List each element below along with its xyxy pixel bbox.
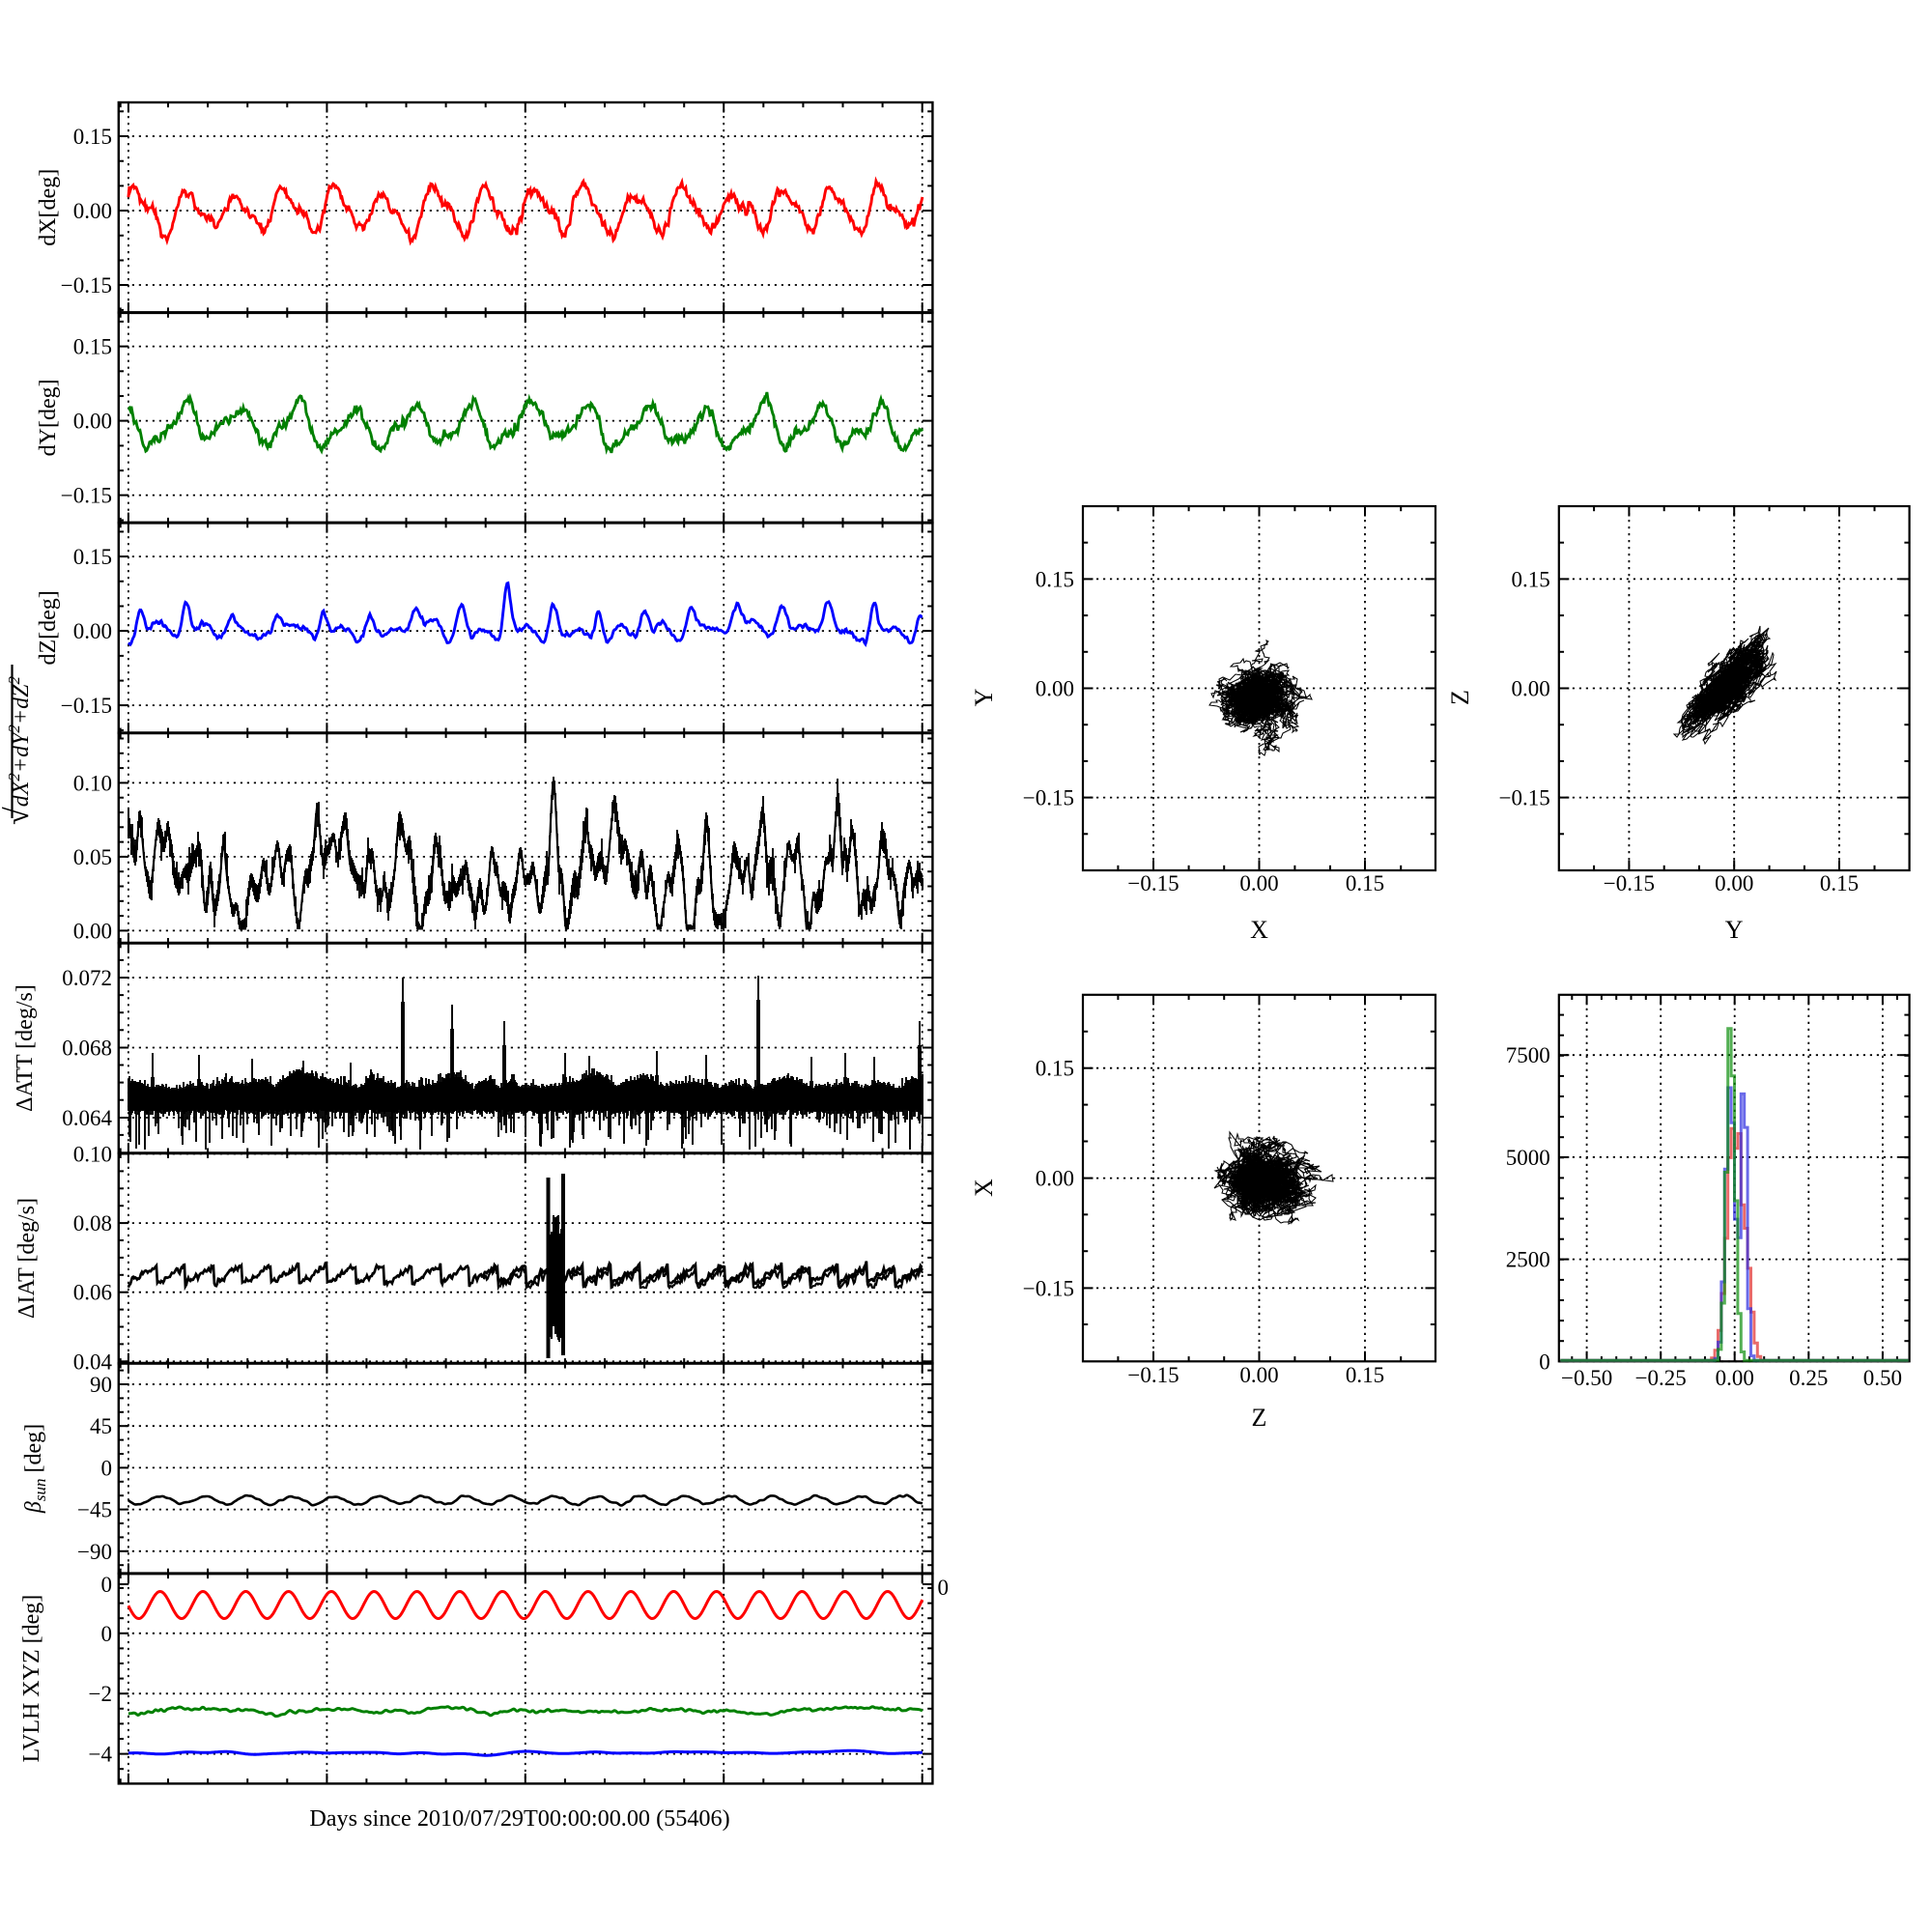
svg-text:−0.15: −0.15: [1127, 1363, 1179, 1387]
svg-text:0.15: 0.15: [1346, 1363, 1384, 1387]
svg-text:dZ[deg]: dZ[deg]: [36, 590, 61, 665]
svg-text:0.06: 0.06: [73, 1281, 112, 1305]
svg-text:0.00: 0.00: [73, 619, 112, 643]
svg-text:0.072: 0.072: [62, 966, 112, 990]
svg-text:−0.15: −0.15: [1023, 1276, 1074, 1300]
svg-text:0.064: 0.064: [62, 1106, 112, 1130]
svg-text:−0.15: −0.15: [61, 484, 112, 508]
svg-text:0.15: 0.15: [73, 545, 112, 569]
svg-text:0.25: 0.25: [1789, 1366, 1828, 1390]
svg-text:dY[deg]: dY[deg]: [36, 379, 61, 456]
svg-text:0.04: 0.04: [73, 1350, 113, 1374]
svg-text:βsun [deg]: βsun [deg]: [21, 1424, 49, 1514]
svg-text:90: 90: [90, 1373, 112, 1397]
svg-text:0.00: 0.00: [1036, 1167, 1074, 1191]
svg-text:−0.15: −0.15: [1499, 786, 1550, 810]
svg-text:7500: 7500: [1506, 1043, 1550, 1067]
svg-text:0.00: 0.00: [1716, 1366, 1754, 1390]
svg-text:0.10: 0.10: [73, 771, 112, 795]
svg-text:ΔATT [deg/s]: ΔATT [deg/s]: [13, 984, 38, 1112]
svg-text:0.15: 0.15: [1036, 1057, 1074, 1081]
svg-text:0.00: 0.00: [1239, 1363, 1278, 1387]
svg-text:−45: −45: [77, 1498, 112, 1522]
svg-text:X: X: [970, 1179, 998, 1197]
svg-text:−90: −90: [77, 1540, 112, 1564]
svg-text:5000: 5000: [1506, 1146, 1550, 1170]
svg-text:0.068: 0.068: [62, 1037, 112, 1061]
svg-text:−0.15: −0.15: [61, 273, 112, 298]
svg-text:Y: Y: [970, 688, 998, 706]
svg-text:0.15: 0.15: [73, 125, 112, 149]
svg-text:0: 0: [938, 1576, 950, 1600]
svg-text:0: 0: [101, 1622, 113, 1646]
svg-text:0.10: 0.10: [73, 1143, 112, 1167]
svg-text:dX[deg]: dX[deg]: [36, 169, 61, 246]
svg-text:ΔIAT [deg/s]: ΔIAT [deg/s]: [14, 1198, 40, 1319]
svg-text:−0.15: −0.15: [1604, 871, 1655, 895]
svg-text:−4: −4: [89, 1743, 113, 1767]
svg-text:LVLH XYZ [deg]: LVLH XYZ [deg]: [19, 1595, 44, 1763]
svg-text:0.00: 0.00: [1512, 677, 1550, 701]
svg-text:0.15: 0.15: [1820, 871, 1859, 895]
svg-text:0.05: 0.05: [73, 845, 112, 869]
svg-text:0: 0: [101, 1573, 113, 1597]
svg-text:−0.25: −0.25: [1635, 1366, 1687, 1390]
svg-text:0.00: 0.00: [1036, 677, 1074, 701]
svg-text:0.15: 0.15: [1512, 567, 1550, 591]
svg-text:45: 45: [90, 1414, 112, 1438]
svg-text:−0.50: −0.50: [1561, 1366, 1612, 1390]
svg-text:−0.15: −0.15: [61, 694, 112, 718]
svg-text:0.15: 0.15: [1036, 567, 1074, 591]
svg-text:0.50: 0.50: [1863, 1366, 1902, 1390]
svg-text:Z: Z: [1252, 1404, 1267, 1432]
svg-text:0.00: 0.00: [1715, 871, 1753, 895]
svg-text:0.00: 0.00: [73, 410, 112, 434]
svg-text:0.00: 0.00: [73, 919, 112, 943]
svg-text:Z: Z: [1446, 690, 1474, 705]
svg-text:Days since 2010/07/29T00:00:00: Days since 2010/07/29T00:00:00.00 (55406…: [309, 1805, 729, 1832]
svg-text:2500: 2500: [1506, 1248, 1550, 1272]
svg-text:0: 0: [101, 1456, 113, 1480]
svg-text:0.00: 0.00: [73, 199, 112, 223]
svg-text:−0.15: −0.15: [1127, 871, 1179, 895]
svg-text:Y: Y: [1725, 916, 1744, 944]
svg-text:0.15: 0.15: [1346, 871, 1384, 895]
svg-text:0: 0: [1539, 1350, 1550, 1374]
svg-text:X: X: [1250, 916, 1268, 944]
svg-text:−0.15: −0.15: [1023, 786, 1074, 810]
svg-text:0.08: 0.08: [73, 1211, 112, 1236]
svg-text:−2: −2: [89, 1682, 112, 1706]
svg-text:0.15: 0.15: [73, 335, 112, 359]
svg-text:0.00: 0.00: [1239, 871, 1278, 895]
